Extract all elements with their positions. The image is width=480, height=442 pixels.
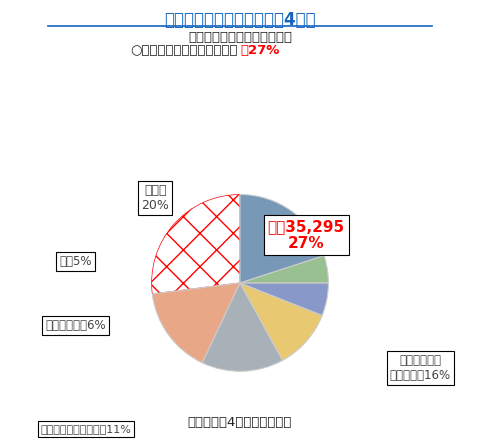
Text: ○労働災害で転倒が最も多く: ○労働災害で転倒が最も多く [130,44,238,57]
Text: 約27%: 約27% [240,44,279,57]
Text: 切れ・こすれ6%: 切れ・こすれ6% [45,319,106,332]
Text: 労働災害の発生原因（令和4年）: 労働災害の発生原因（令和4年） [164,11,316,29]
Text: 転倒35,295
27%: 転倒35,295 27% [268,219,345,251]
Text: 激突5%: 激突5% [60,255,92,268]
Wedge shape [240,283,322,360]
Text: はさまれ・巻き込まれ11%: はさまれ・巻き込まれ11% [41,424,132,434]
Wedge shape [240,255,328,283]
Text: 出典　令和4年労災発生状況: 出典 令和4年労災発生状況 [188,416,292,429]
Wedge shape [240,283,328,316]
Wedge shape [152,283,240,363]
Wedge shape [152,194,240,294]
Wedge shape [240,194,324,283]
Wedge shape [203,283,283,371]
Text: その他
20%: その他 20% [141,184,169,212]
Text: （休業４日以上の死傷者数）: （休業４日以上の死傷者数） [188,31,292,44]
Text: 動作の反動・
無理な動作16%: 動作の反動・ 無理な動作16% [390,354,451,382]
